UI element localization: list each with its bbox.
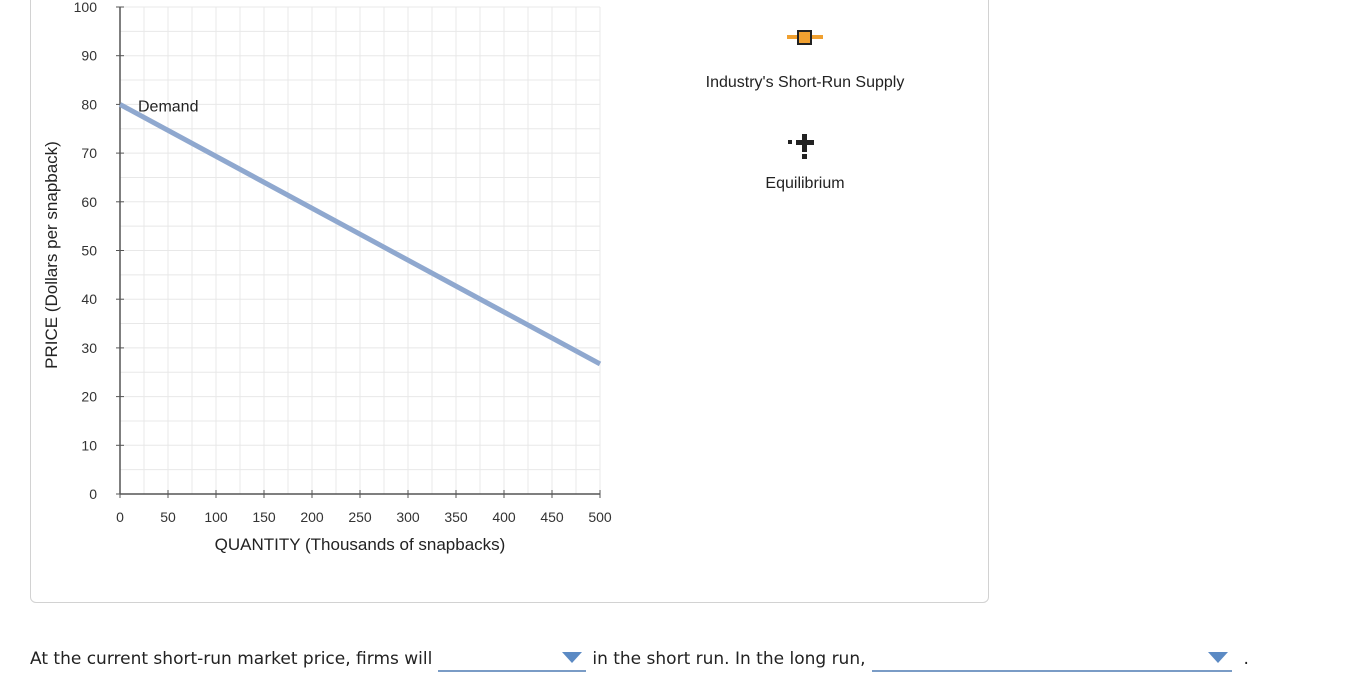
y-tick-label: 20: [81, 389, 97, 405]
dropdown-long-run[interactable]: [871, 646, 1232, 672]
y-tick-label: 0: [89, 486, 97, 502]
question-sentence: At the current short-run market price, f…: [30, 646, 1249, 672]
tool-label: Equilibrium: [765, 175, 845, 192]
x-tick-label: 200: [300, 509, 324, 525]
y-axis-title: PRICE (Dollars per snapback): [42, 141, 61, 369]
y-tick-label: 50: [81, 243, 97, 259]
chevron-down-icon: [562, 652, 583, 663]
axes: 0 50 100 150 200 250 300 350 400 450 500 0 10 20 30 40 5…: [74, 0, 612, 525]
question-text-part3: .: [1243, 649, 1249, 669]
tool-industry-short-run-supply[interactable]: Industry's Short-Run Supply: [675, 28, 935, 92]
x-tick-label: 300: [396, 509, 420, 525]
black-plus-dotted-icon: [788, 134, 814, 159]
question-text-part2: in the short run. In the long run,: [592, 649, 866, 669]
tool-label: Industry's Short-Run Supply: [705, 74, 905, 91]
series: Demand: [118, 98, 602, 367]
demand-supply-graph[interactable]: 0 50 100 150 200 250 300 350 400 450 500 0 10 20 30 40 5…: [0, 0, 1348, 600]
demand-curve-label: Demand: [138, 98, 198, 115]
x-tick-label: 0: [116, 509, 124, 525]
x-tick-label: 150: [252, 509, 276, 525]
y-tick-label: 40: [81, 291, 97, 307]
chevron-down-icon: [1207, 652, 1228, 663]
x-tick-label: 250: [348, 509, 372, 525]
x-axis-title: QUANTITY (Thousands of snapbacks): [215, 535, 506, 554]
x-tick-label: 50: [160, 509, 176, 525]
y-tick-label: 30: [81, 340, 97, 356]
x-tick-label: 500: [588, 509, 612, 525]
x-tick-label: 100: [204, 509, 228, 525]
x-tick-label: 350: [444, 509, 468, 525]
orange-square-line-icon: [787, 30, 823, 45]
y-tick-label: 10: [81, 437, 97, 453]
demand-curve[interactable]: [118, 102, 602, 367]
y-tick-label: 90: [81, 48, 97, 64]
x-tick-label: 400: [492, 509, 516, 525]
dropdown-short-run[interactable]: [438, 646, 587, 672]
question-text-part1: At the current short-run market price, f…: [30, 649, 433, 669]
y-tick-label: 60: [81, 194, 97, 210]
grid: [120, 6, 601, 494]
graph-panel: [30, 0, 989, 603]
x-tick-label: 450: [540, 509, 564, 525]
y-tick-label: 80: [81, 96, 97, 112]
tool-equilibrium[interactable]: Equilibrium: [675, 133, 935, 193]
y-tick-label: 70: [81, 145, 97, 161]
y-tick-label: 100: [74, 0, 98, 15]
